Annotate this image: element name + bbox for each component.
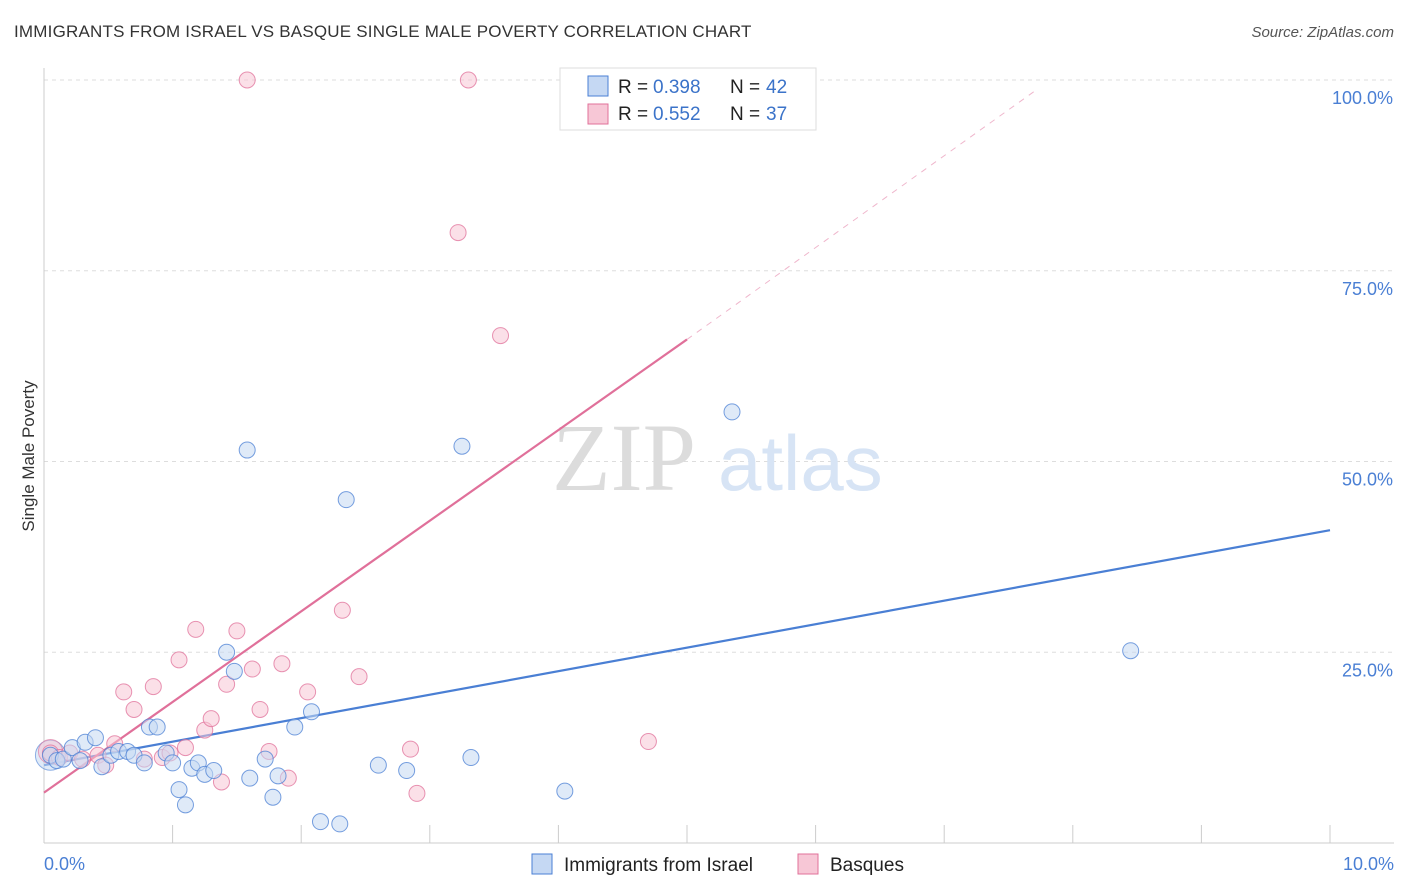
point-basques-30 [402, 740, 420, 758]
point-israel-26 [241, 769, 259, 787]
point-israel-33 [331, 815, 349, 833]
legend-swatch-basques [587, 103, 609, 125]
point-basques-23 [251, 700, 269, 718]
watermark: ZIP atlas [552, 404, 883, 511]
x-tick-label-min: 0.0% [44, 854, 85, 874]
point-basques-35 [639, 733, 657, 751]
point-israel-18 [176, 796, 194, 814]
y-tick-labels: 25.0% 50.0% 75.0% 100.0% [1332, 88, 1393, 680]
legend-r-label-israel: R = [618, 77, 648, 98]
point-israel-25 [238, 441, 256, 459]
point-israel-29 [269, 767, 287, 785]
point-basques-7 [115, 683, 133, 701]
point-israel-16 [164, 754, 182, 772]
trend-line-israel [43, 529, 1331, 767]
y-axis-label: Single Male Poverty [19, 380, 38, 532]
legend-n-label-basques: N = [730, 104, 760, 125]
y-tick-label-25: 25.0% [1342, 660, 1393, 680]
legend-n-value-israel: 42 [766, 77, 787, 98]
point-basques-31 [408, 784, 426, 802]
point-israel-31 [302, 703, 320, 721]
legend-swatch-israel [587, 75, 609, 97]
point-israel-39 [556, 782, 574, 800]
point-israel-38 [462, 749, 480, 767]
gridlines [44, 79, 1394, 653]
point-israel-40 [723, 403, 741, 421]
point-basques-22 [243, 660, 261, 678]
y-tick-label-100: 100.0% [1332, 88, 1393, 108]
point-israel-34 [337, 491, 355, 509]
point-israel-23 [218, 643, 236, 661]
point-israel-4 [71, 752, 89, 770]
point-basques-29 [350, 668, 368, 686]
point-israel-17 [170, 781, 188, 799]
point-israel-36 [398, 762, 416, 780]
watermark-atlas: atlas [718, 419, 883, 507]
axes [43, 68, 1394, 844]
point-basques-17 [202, 710, 220, 728]
point-israel-7 [93, 758, 111, 776]
point-basques-28 [333, 601, 351, 619]
point-israel-27 [256, 750, 274, 768]
point-basques-34 [492, 327, 510, 345]
trend-line-basques [43, 338, 688, 794]
point-basques-15 [187, 620, 205, 638]
point-israel-32 [311, 813, 329, 831]
y-tick-label-50: 50.0% [1342, 470, 1393, 490]
point-israel-37 [453, 437, 471, 455]
point-israel-6 [86, 729, 104, 747]
chart-title: IMMIGRANTS FROM ISRAEL VS BASQUE SINGLE … [14, 22, 752, 41]
point-basques-25 [273, 655, 291, 673]
point-israel-22 [205, 762, 223, 780]
point-israel-2 [54, 750, 72, 768]
y-tick-label-75: 75.0% [1342, 279, 1393, 299]
point-basques-14 [176, 739, 194, 757]
point-basques-8 [125, 700, 143, 718]
point-basques-20 [228, 622, 246, 640]
point-basques-32 [449, 224, 467, 242]
x-tick-label-max: 10.0% [1343, 854, 1394, 874]
legend-n-label-israel: N = [730, 77, 760, 98]
point-israel-35 [369, 756, 387, 774]
point-basques-13 [170, 651, 188, 669]
bottom-legend: Immigrants from Israel Basques [531, 853, 904, 876]
legend-r-label-basques: R = [618, 104, 648, 125]
legend-r-value-israel: 0.398 [653, 77, 701, 98]
point-israel-14 [148, 718, 166, 736]
legend-n-value-basques: 37 [766, 104, 787, 125]
point-israel-12 [135, 754, 153, 772]
x-ticks [43, 825, 1331, 843]
point-basques-27 [299, 683, 317, 701]
bottom-legend-label-basques: Basques [830, 855, 904, 876]
watermark-zip: ZIP [552, 404, 696, 511]
chart-source: Source: ZipAtlas.com [1251, 24, 1394, 41]
point-basques-33 [459, 71, 477, 89]
point-israel-28 [264, 788, 282, 806]
x-tick-labels: 0.0% 10.0% [44, 854, 1394, 874]
legend: R = 0.398 N = 42 R = 0.552 N = 37 [559, 67, 817, 131]
point-basques-19 [218, 675, 236, 693]
point-israel-30 [286, 718, 304, 736]
bottom-legend-swatch-israel [531, 853, 553, 875]
legend-r-value-basques: 0.552 [653, 104, 701, 125]
data-points [34, 71, 1140, 833]
trend-lines [43, 91, 1331, 794]
point-israel-24 [225, 662, 243, 680]
bottom-legend-label-israel: Immigrants from Israel [564, 855, 753, 876]
point-israel-41 [1122, 642, 1140, 660]
bottom-legend-swatch-basques [797, 853, 819, 875]
point-basques-10 [144, 678, 162, 696]
point-basques-21 [238, 71, 256, 89]
